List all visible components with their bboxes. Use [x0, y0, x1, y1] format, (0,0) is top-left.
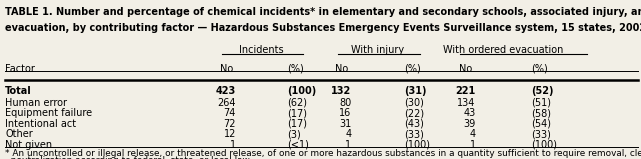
Text: 134: 134 — [457, 98, 476, 108]
Text: (3): (3) — [287, 129, 301, 139]
Text: 43: 43 — [463, 108, 476, 118]
Text: Intentional act: Intentional act — [5, 119, 76, 129]
Text: 72: 72 — [223, 119, 236, 129]
Text: No.: No. — [220, 64, 236, 74]
Text: 132: 132 — [331, 86, 351, 96]
Text: (33): (33) — [404, 129, 424, 139]
Text: (52): (52) — [531, 86, 553, 96]
Text: (%): (%) — [287, 64, 304, 74]
Text: 4: 4 — [345, 129, 351, 139]
Text: TABLE 1. Number and percentage of chemical incidents* in elementary and secondar: TABLE 1. Number and percentage of chemic… — [5, 7, 641, 17]
Text: evacuation, by contributing factor — Hazardous Substances Emergency Events Surve: evacuation, by contributing factor — Haz… — [5, 23, 641, 33]
Text: 31: 31 — [339, 119, 351, 129]
Text: 16: 16 — [339, 108, 351, 118]
Text: (100): (100) — [404, 140, 430, 150]
Text: 1: 1 — [469, 140, 476, 150]
Text: Equipment failure: Equipment failure — [5, 108, 92, 118]
Text: (62): (62) — [287, 98, 307, 108]
Text: 1: 1 — [345, 140, 351, 150]
Text: Total: Total — [5, 86, 32, 96]
Text: 221: 221 — [455, 86, 476, 96]
Text: * An uncontrolled or illegal release, or threatened release, of one or more haza: * An uncontrolled or illegal release, or… — [5, 149, 641, 158]
Text: (30): (30) — [404, 98, 424, 108]
Text: (43): (43) — [404, 119, 424, 129]
Text: (58): (58) — [531, 108, 551, 118]
Text: Not given: Not given — [5, 140, 53, 150]
Text: (31): (31) — [404, 86, 426, 96]
Text: 74: 74 — [224, 108, 236, 118]
Text: (17): (17) — [287, 108, 307, 118]
Text: (51): (51) — [531, 98, 551, 108]
Text: (54): (54) — [531, 119, 551, 129]
Text: (%): (%) — [531, 64, 547, 74]
Text: 4: 4 — [469, 129, 476, 139]
Text: Human error: Human error — [5, 98, 67, 108]
Text: With injury: With injury — [351, 45, 404, 55]
Text: With ordered evacuation: With ordered evacuation — [443, 45, 563, 55]
Text: 12: 12 — [224, 129, 236, 139]
Text: (17): (17) — [287, 119, 307, 129]
Text: (100): (100) — [531, 140, 557, 150]
Text: (22): (22) — [404, 108, 424, 118]
Text: (<1): (<1) — [287, 140, 309, 150]
Text: No.: No. — [460, 64, 476, 74]
Text: 80: 80 — [339, 98, 351, 108]
Text: (100): (100) — [287, 86, 317, 96]
Text: neutralization according to federal, state, or local law.: neutralization according to federal, sta… — [5, 156, 252, 159]
Text: No.: No. — [335, 64, 351, 74]
Text: (%): (%) — [404, 64, 420, 74]
Text: 39: 39 — [463, 119, 476, 129]
Text: 423: 423 — [215, 86, 236, 96]
Text: Factor: Factor — [5, 64, 35, 74]
Text: Incidents: Incidents — [239, 45, 284, 55]
Text: (33): (33) — [531, 129, 551, 139]
Text: 264: 264 — [217, 98, 236, 108]
Text: Other: Other — [5, 129, 33, 139]
Text: 1: 1 — [229, 140, 236, 150]
